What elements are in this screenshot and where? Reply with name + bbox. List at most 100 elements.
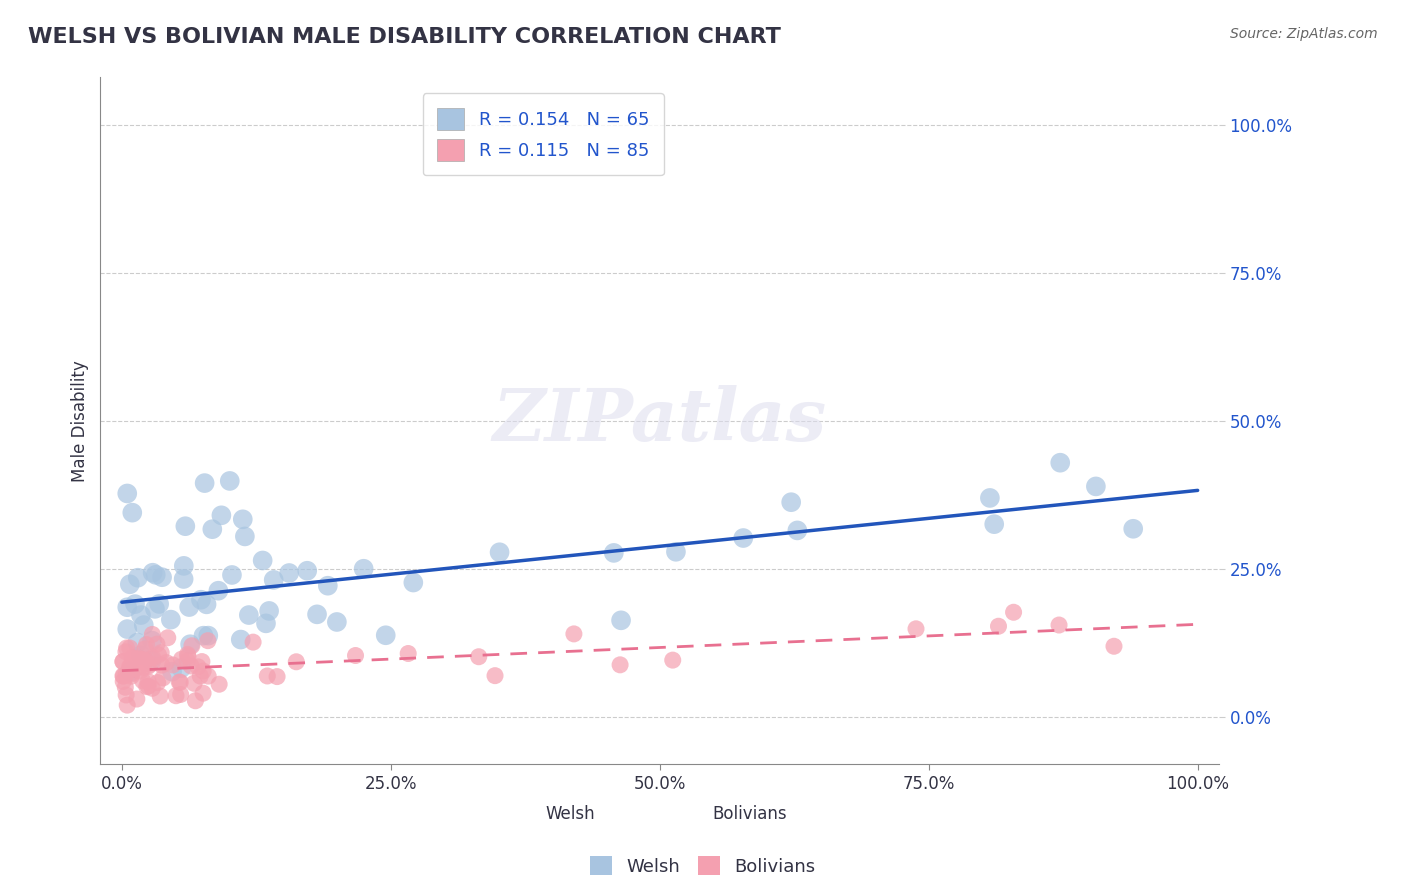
Welsh xyxy=(170,661,193,675)
Bolivians xyxy=(132,673,155,688)
Welsh xyxy=(1122,522,1144,536)
Bolivians xyxy=(208,677,231,691)
Welsh xyxy=(232,512,254,526)
Bolivians xyxy=(132,653,155,667)
Welsh xyxy=(1049,456,1071,470)
Bolivians xyxy=(135,653,157,667)
Bolivians xyxy=(142,650,165,665)
Welsh xyxy=(218,474,240,488)
Bolivians xyxy=(191,664,214,678)
Welsh xyxy=(142,566,165,580)
Welsh xyxy=(263,573,285,587)
Bolivians xyxy=(183,676,205,690)
Welsh xyxy=(201,522,224,536)
Welsh xyxy=(610,613,633,627)
Bolivians xyxy=(609,657,631,672)
Bolivians xyxy=(134,641,156,656)
Welsh xyxy=(229,632,252,647)
Bolivians xyxy=(121,651,143,665)
Bolivians xyxy=(112,674,135,689)
Bolivians xyxy=(184,694,207,708)
Legend: R = 0.154   N = 65, R = 0.115   N = 85: R = 0.154 N = 65, R = 0.115 N = 85 xyxy=(423,94,664,176)
Bolivians xyxy=(141,681,163,696)
Welsh xyxy=(374,628,396,642)
Welsh xyxy=(197,629,219,643)
Bolivians xyxy=(169,675,191,690)
Welsh xyxy=(141,633,163,648)
Welsh xyxy=(316,579,339,593)
Bolivians xyxy=(136,679,159,693)
Welsh xyxy=(488,545,510,559)
Bolivians xyxy=(112,669,135,683)
Bolivians xyxy=(135,680,157,694)
Welsh xyxy=(238,608,260,623)
Bolivians xyxy=(135,638,157,652)
Welsh xyxy=(160,665,183,679)
Bolivians xyxy=(115,640,138,655)
Bolivians xyxy=(242,635,264,649)
Bolivians xyxy=(256,669,278,683)
Bolivians xyxy=(152,671,174,685)
Bolivians xyxy=(125,692,148,706)
Bolivians xyxy=(197,669,219,683)
Welsh xyxy=(733,531,755,545)
Bolivians xyxy=(1047,618,1070,632)
Bolivians xyxy=(987,619,1010,633)
Text: ZIPatlas: ZIPatlas xyxy=(492,385,827,457)
Welsh xyxy=(209,508,232,523)
Bolivians xyxy=(141,627,163,641)
Welsh xyxy=(297,564,319,578)
Welsh xyxy=(983,517,1005,532)
Bolivians xyxy=(344,648,367,663)
Text: Welsh: Welsh xyxy=(546,805,595,823)
Bolivians xyxy=(266,670,288,684)
Welsh xyxy=(233,529,256,543)
Text: WELSH VS BOLIVIAN MALE DISABILITY CORRELATION CHART: WELSH VS BOLIVIAN MALE DISABILITY CORREL… xyxy=(28,27,780,46)
Welsh xyxy=(603,546,626,560)
Bolivians xyxy=(661,653,683,667)
Bolivians xyxy=(150,646,173,660)
Bolivians xyxy=(191,655,214,669)
Bolivians xyxy=(169,688,191,702)
Welsh xyxy=(127,571,149,585)
Bolivians xyxy=(124,652,146,666)
Bolivians xyxy=(191,686,214,700)
Welsh xyxy=(179,600,201,615)
Welsh xyxy=(174,519,197,533)
Welsh xyxy=(118,577,141,591)
Welsh xyxy=(173,558,195,573)
Bolivians xyxy=(170,652,193,666)
Bolivians xyxy=(156,631,179,645)
Bolivians xyxy=(125,655,148,669)
Bolivians xyxy=(180,639,202,653)
Welsh xyxy=(124,597,146,611)
Bolivians xyxy=(177,649,200,664)
Welsh xyxy=(221,568,243,582)
Bolivians xyxy=(128,652,150,666)
Bolivians xyxy=(111,669,134,683)
Welsh xyxy=(118,665,141,679)
Bolivians xyxy=(396,647,419,661)
Bolivians xyxy=(120,669,142,683)
Welsh xyxy=(190,592,212,607)
Bolivians xyxy=(167,675,190,690)
Welsh xyxy=(979,491,1001,505)
Bolivians xyxy=(120,663,142,677)
Bolivians xyxy=(484,668,506,682)
Welsh xyxy=(786,524,808,538)
Bolivians xyxy=(149,689,172,703)
Welsh xyxy=(193,629,215,643)
Welsh xyxy=(145,567,167,582)
Welsh xyxy=(127,635,149,649)
Welsh xyxy=(117,486,139,500)
Bolivians xyxy=(115,667,138,681)
Bolivians xyxy=(136,659,159,673)
Bolivians xyxy=(467,649,489,664)
Y-axis label: Male Disability: Male Disability xyxy=(72,360,89,482)
Welsh xyxy=(257,604,280,618)
Bolivians xyxy=(188,669,211,683)
Welsh xyxy=(326,615,349,629)
Bolivians xyxy=(115,645,138,659)
Welsh xyxy=(129,608,152,623)
Welsh xyxy=(252,553,274,567)
